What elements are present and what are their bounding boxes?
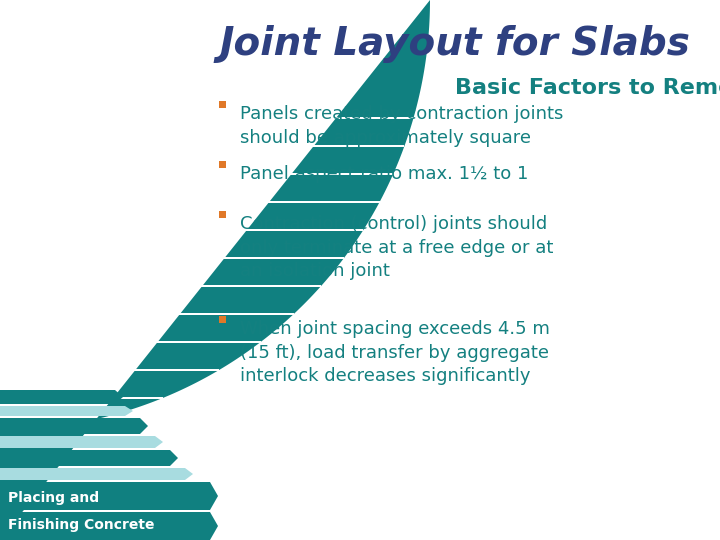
Polygon shape <box>0 436 163 448</box>
Polygon shape <box>0 406 133 416</box>
Polygon shape <box>0 256 344 259</box>
Polygon shape <box>0 117 413 119</box>
Text: Basic Factors to Remember: Basic Factors to Remember <box>455 78 720 98</box>
Text: Placing and: Placing and <box>8 491 99 505</box>
Text: Joint Layout for Slabs: Joint Layout for Slabs <box>220 25 690 63</box>
Polygon shape <box>0 468 193 480</box>
Text: Panel aspect ratio max. 1½ to 1: Panel aspect ratio max. 1½ to 1 <box>240 165 528 183</box>
Polygon shape <box>0 173 393 176</box>
Polygon shape <box>0 0 430 540</box>
Text: Contraction (control) joints should
only terminate at a free edge or at
an isola: Contraction (control) joints should only… <box>240 215 554 280</box>
Polygon shape <box>0 390 123 404</box>
Text: When joint spacing exceeds 4.5 m
(15 ft), load transfer by aggregate
interlock d: When joint spacing exceeds 4.5 m (15 ft)… <box>240 320 550 385</box>
Polygon shape <box>0 229 364 231</box>
Polygon shape <box>0 450 178 466</box>
Polygon shape <box>0 145 405 147</box>
Polygon shape <box>0 313 294 315</box>
Polygon shape <box>0 397 163 399</box>
Polygon shape <box>218 315 225 322</box>
Polygon shape <box>0 482 218 510</box>
Text: Panels created by contraction joints
should be approximately square: Panels created by contraction joints sho… <box>240 105 563 146</box>
Polygon shape <box>0 512 218 540</box>
Polygon shape <box>218 160 225 167</box>
Polygon shape <box>0 341 261 343</box>
Polygon shape <box>0 418 148 434</box>
Polygon shape <box>0 425 58 427</box>
Polygon shape <box>218 100 225 107</box>
Polygon shape <box>218 211 225 218</box>
Text: Finishing Concrete: Finishing Concrete <box>8 518 155 532</box>
Polygon shape <box>0 201 379 203</box>
Polygon shape <box>0 369 219 372</box>
Polygon shape <box>0 285 321 287</box>
